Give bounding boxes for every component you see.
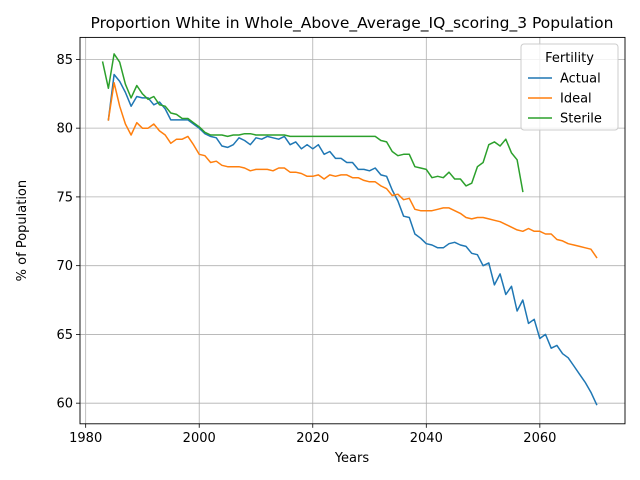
x-axis-label: Years (334, 451, 370, 466)
series-lines (101, 53, 598, 406)
series-line-sterile (101, 53, 524, 193)
y-tick-label: 80 (56, 122, 73, 137)
x-tick-label: 2040 (410, 431, 443, 446)
x-tick-label: 2020 (296, 431, 329, 446)
x-axis-ticks: 1980 2000 2020 2040 2060 (69, 423, 556, 446)
plot-area-frame (79, 36, 626, 425)
x-tick-label: 2000 (183, 431, 216, 446)
y-tick-label: 75 (56, 190, 73, 205)
y-tick-label: 70 (56, 259, 73, 274)
legend-title: Fertility (545, 51, 594, 66)
y-axis-ticks: 60 65 70 75 80 85 (56, 53, 80, 412)
series-line-actual (107, 73, 598, 406)
legend-label-ideal: Ideal (560, 92, 592, 107)
y-tick-label: 60 (56, 397, 73, 412)
legend: Fertility Actual Ideal Sterile (520, 43, 619, 131)
y-axis-label: % of Population (15, 180, 30, 281)
y-tick-label: 85 (56, 53, 73, 68)
legend-label-actual: Actual (560, 72, 601, 87)
y-tick-label: 65 (56, 328, 73, 343)
chart-title: Proportion White in Whole_Above_Average_… (91, 14, 614, 33)
legend-label-sterile: Sterile (560, 112, 602, 127)
x-tick-label: 1980 (69, 431, 102, 446)
legend-box (520, 43, 619, 131)
series-line-ideal (107, 82, 598, 259)
x-tick-label: 2060 (523, 431, 556, 446)
